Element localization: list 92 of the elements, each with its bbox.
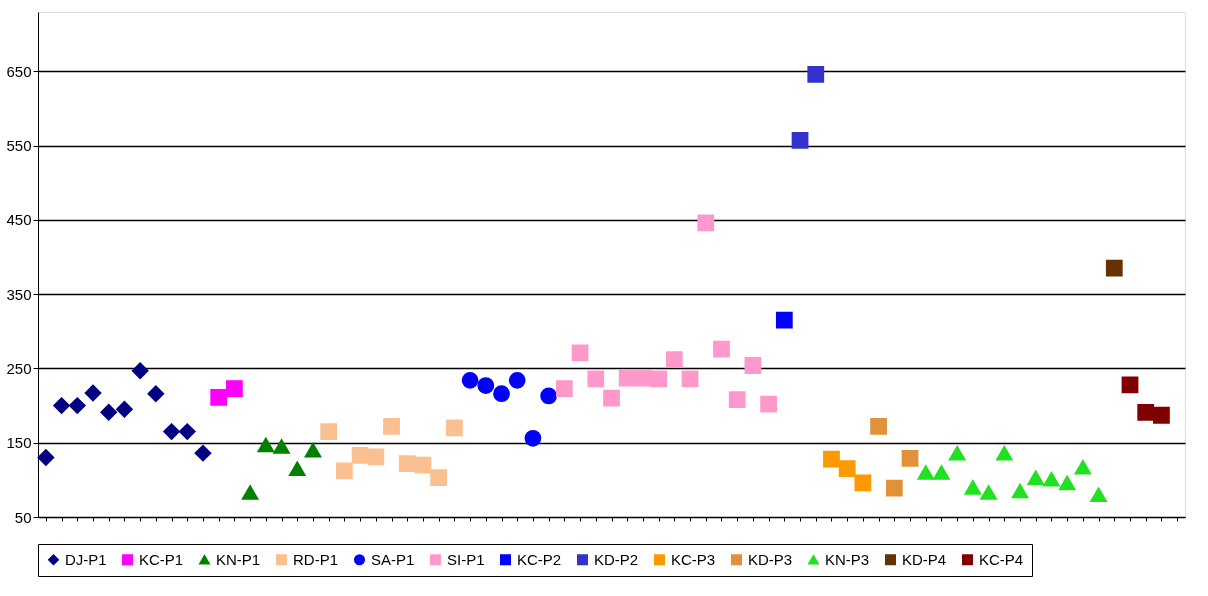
legend-label: SI-P1 bbox=[447, 550, 485, 568]
y-tick-label: 50 bbox=[14, 508, 32, 526]
point bbox=[540, 387, 558, 405]
point bbox=[980, 485, 997, 500]
point bbox=[1153, 406, 1170, 424]
legend-label: KC-P2 bbox=[517, 550, 562, 568]
point bbox=[1137, 403, 1155, 421]
point bbox=[791, 132, 809, 149]
point bbox=[178, 423, 196, 440]
point bbox=[948, 445, 966, 461]
point bbox=[304, 442, 322, 458]
point bbox=[398, 455, 416, 472]
y-tick-label: 350 bbox=[6, 285, 32, 303]
point bbox=[461, 371, 479, 389]
point bbox=[1121, 376, 1139, 394]
point bbox=[1090, 487, 1107, 503]
point bbox=[1105, 259, 1123, 277]
point bbox=[650, 370, 668, 388]
point bbox=[1074, 459, 1092, 475]
point bbox=[147, 385, 165, 403]
point bbox=[728, 391, 746, 409]
point bbox=[351, 446, 369, 464]
point bbox=[367, 448, 385, 466]
y-tick-label: 250 bbox=[6, 359, 32, 377]
point bbox=[131, 362, 149, 380]
point bbox=[775, 311, 793, 329]
point bbox=[383, 418, 400, 435]
point bbox=[68, 397, 86, 414]
y-tick-label: 450 bbox=[6, 211, 32, 229]
point bbox=[1043, 471, 1060, 487]
point bbox=[430, 469, 448, 487]
point bbox=[116, 400, 133, 418]
point bbox=[713, 340, 730, 358]
point bbox=[760, 395, 778, 413]
point bbox=[854, 474, 872, 492]
point bbox=[555, 380, 573, 397]
legend-label: DJ-P1 bbox=[65, 550, 107, 568]
point bbox=[681, 370, 699, 388]
y-tick-label: 550 bbox=[6, 137, 32, 155]
point bbox=[807, 66, 825, 83]
point bbox=[257, 437, 275, 453]
point bbox=[53, 397, 70, 414]
legend-label: KN-P3 bbox=[825, 550, 870, 568]
point bbox=[1058, 475, 1076, 491]
point bbox=[995, 445, 1013, 461]
point bbox=[885, 479, 903, 497]
point bbox=[226, 380, 243, 397]
point bbox=[587, 370, 605, 388]
point bbox=[571, 344, 589, 362]
point bbox=[933, 465, 950, 480]
point bbox=[665, 351, 683, 368]
legend-label: KC-P4 bbox=[979, 550, 1024, 568]
point bbox=[1011, 483, 1029, 499]
point bbox=[634, 369, 652, 387]
point bbox=[163, 423, 180, 440]
legend-label: KD-P4 bbox=[902, 550, 947, 568]
point bbox=[445, 419, 463, 437]
point bbox=[210, 389, 228, 406]
point bbox=[870, 418, 887, 435]
point bbox=[414, 456, 432, 474]
point bbox=[100, 403, 118, 421]
point bbox=[336, 462, 353, 480]
legend-label: RD-P1 bbox=[293, 550, 339, 568]
legend-label: KD-P3 bbox=[748, 550, 793, 568]
point bbox=[697, 214, 715, 232]
point bbox=[241, 485, 259, 500]
y-tick-label: 150 bbox=[6, 434, 32, 452]
point bbox=[508, 371, 526, 389]
legend-label: KC-P1 bbox=[139, 550, 184, 568]
point bbox=[901, 449, 919, 467]
point bbox=[288, 461, 306, 477]
point bbox=[744, 357, 762, 374]
legend-label: KN-P1 bbox=[216, 550, 261, 568]
point bbox=[273, 439, 290, 454]
point bbox=[618, 369, 636, 387]
legend-label: KD-P2 bbox=[594, 550, 639, 568]
y-tick-label: 650 bbox=[6, 62, 32, 80]
legend-label: SA-P1 bbox=[371, 550, 415, 568]
point bbox=[477, 377, 495, 394]
point bbox=[838, 460, 856, 478]
point bbox=[320, 423, 338, 440]
point bbox=[84, 384, 102, 402]
point bbox=[917, 465, 935, 480]
legend-label: KC-P3 bbox=[671, 550, 716, 568]
point bbox=[603, 389, 620, 407]
point bbox=[964, 479, 982, 495]
point bbox=[194, 444, 212, 462]
point bbox=[524, 429, 542, 447]
point bbox=[493, 385, 510, 403]
point bbox=[823, 450, 840, 468]
point bbox=[1027, 470, 1045, 486]
point bbox=[37, 449, 55, 466]
